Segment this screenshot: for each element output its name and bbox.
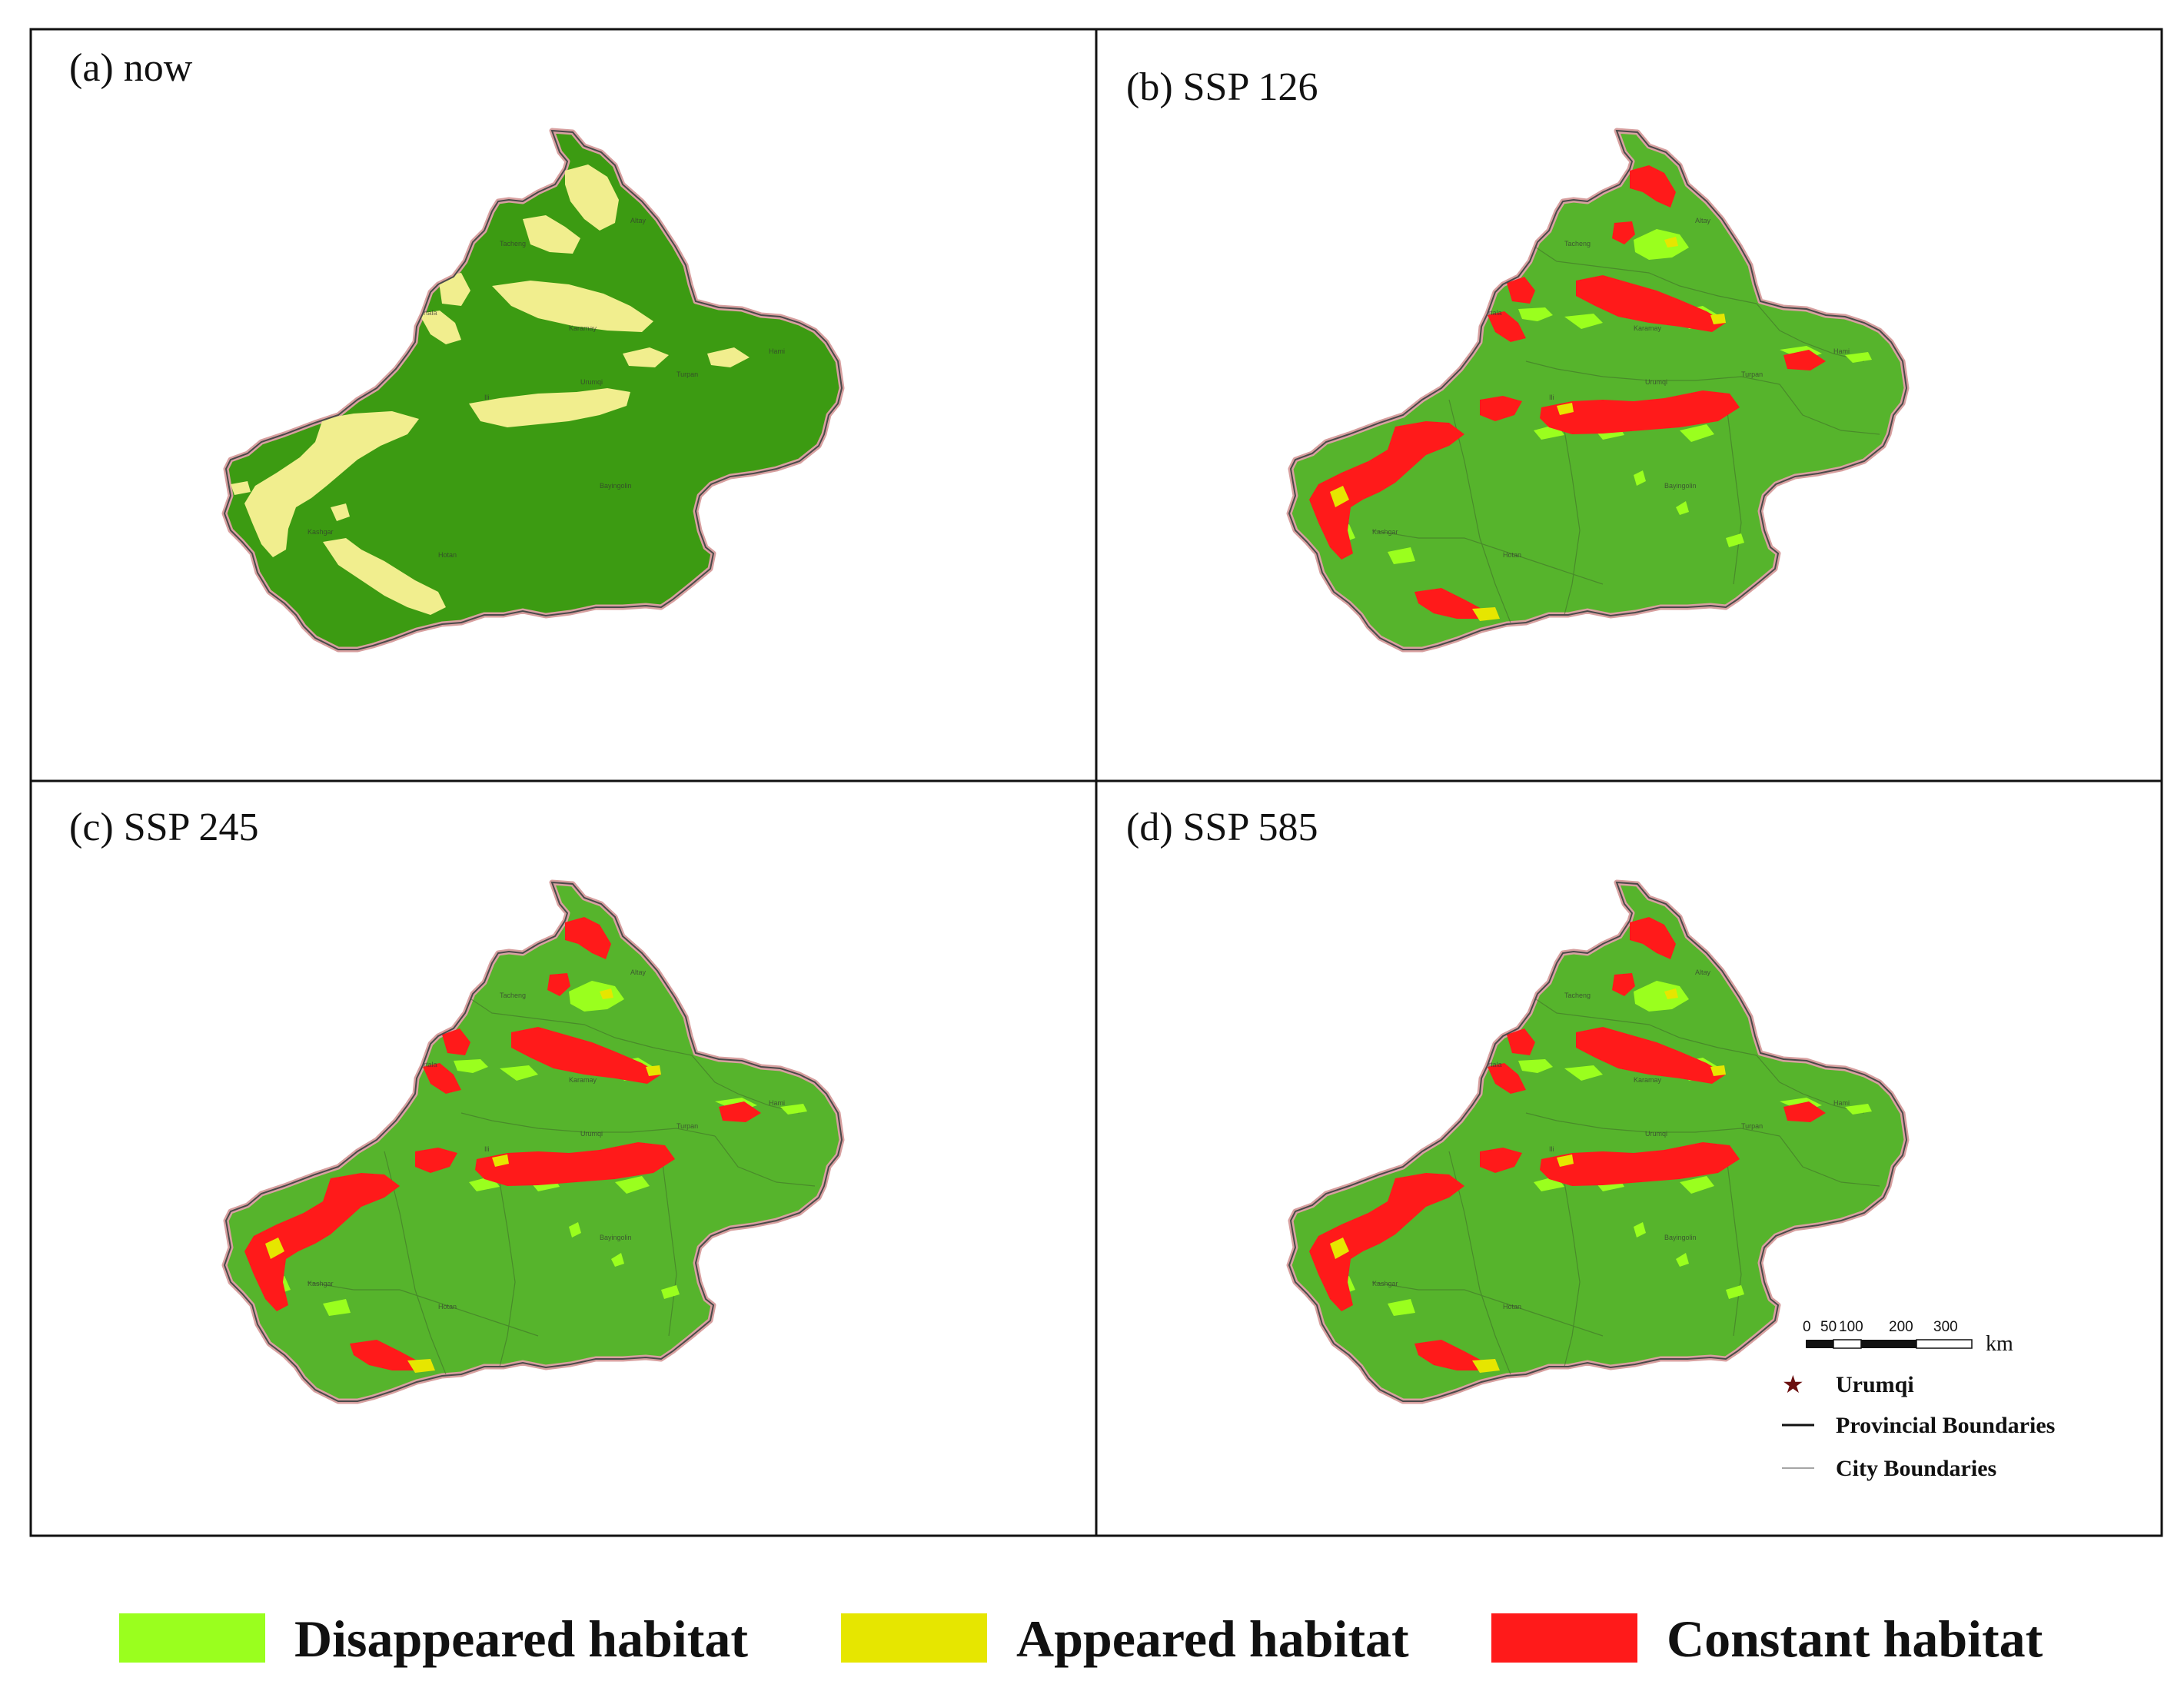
legend-item-constant: Constant habitat: [1491, 1610, 2043, 1668]
scale-tick-50: 50: [1820, 1319, 1837, 1335]
habitat-legend: Disappeared habitat Appeared habitat Con…: [119, 1610, 2043, 1668]
map-key: 0 50 100 200 300 km ★ Urumqi Provincial …: [1782, 1319, 2055, 1481]
legend-label-constant: Constant habitat: [1667, 1610, 2043, 1668]
panel-title-a: (a) now: [69, 46, 193, 90]
panel-frames: [29, 28, 2163, 1537]
region-base: [1289, 131, 1906, 649]
legend-swatch-constant: [1491, 1613, 1637, 1663]
key-provincial: Provincial Boundaries: [1782, 1413, 2055, 1438]
key-city-label: City Boundaries: [1836, 1456, 1996, 1481]
legend-label-disappeared: Disappeared habitat: [294, 1610, 748, 1668]
key-city: City Boundaries: [1782, 1456, 1996, 1481]
panel-b: (b) SSP 126: [1126, 65, 1906, 649]
map-c: [224, 882, 842, 1401]
key-urumqi: ★ Urumqi: [1782, 1370, 1914, 1399]
region-base: [224, 882, 842, 1401]
panel-c: (c) SSP 245: [69, 806, 842, 1401]
legend-swatch-appeared: [841, 1613, 987, 1663]
scale-tick-200: 200: [1889, 1319, 1913, 1335]
panel-title-c: (c) SSP 245: [69, 806, 259, 849]
legend-label-appeared: Appeared habitat: [1016, 1610, 1409, 1668]
panel-title-d: (d) SSP 585: [1126, 806, 1318, 849]
panel-d: (d) SSP 585 0 50 100 200 300: [1126, 806, 2055, 1481]
legend-item-appeared: Appeared habitat: [841, 1610, 1409, 1668]
legend-swatch-disappeared: [119, 1613, 265, 1663]
panel-a: (a) now: [69, 46, 842, 649]
scale-tick-300: 300: [1933, 1319, 1958, 1335]
map-d: [1289, 882, 1906, 1401]
region-base: [1289, 882, 1906, 1401]
map-a: [224, 131, 842, 649]
key-urumqi-label: Urumqi: [1836, 1372, 1914, 1397]
region-base: [224, 131, 842, 649]
key-provincial-label: Provincial Boundaries: [1836, 1413, 2055, 1438]
scale-bar: 0 50 100 200 300 km: [1803, 1319, 2013, 1356]
star-icon: ★: [1782, 1370, 1804, 1399]
panel-title-b: (b) SSP 126: [1126, 65, 1318, 109]
scale-tick-100: 100: [1839, 1319, 1863, 1335]
scale-tick-0: 0: [1803, 1319, 1811, 1335]
legend-item-disappeared: Disappeared habitat: [119, 1610, 748, 1668]
scale-unit: km: [1986, 1332, 2013, 1356]
map-b: [1289, 131, 1906, 649]
